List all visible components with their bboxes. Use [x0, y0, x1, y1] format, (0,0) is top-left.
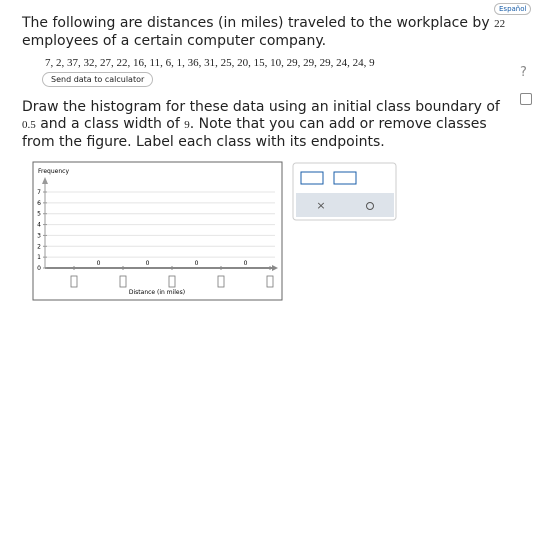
remove-class-tool[interactable]	[333, 171, 357, 185]
instruction: Draw the histogram for these data using …	[22, 99, 517, 151]
endpoint-input[interactable]	[119, 275, 127, 288]
y-tick-label: 5	[37, 211, 41, 218]
data-list: 7, 2, 37, 32, 27, 22, 16, 11, 6, 1, 36, …	[45, 57, 375, 69]
endpoint-input[interactable]	[168, 275, 176, 288]
instruction-text: and a class width of	[40, 116, 180, 132]
graph-frame	[32, 161, 283, 301]
y-tick-label: 0	[37, 265, 41, 272]
frequency-label: 0	[146, 260, 150, 267]
boundary: 0.5	[22, 119, 36, 131]
help-button[interactable]: ?	[520, 65, 527, 80]
y-tick-label: 3	[37, 232, 41, 239]
count: 22	[494, 18, 506, 30]
frequency-label: 0	[97, 260, 101, 267]
arrow	[42, 177, 48, 184]
y-axis-label: Frequency	[38, 168, 69, 175]
instruction-text: . Note that you can add or remove classe…	[22, 116, 487, 150]
add-class-tool[interactable]	[300, 171, 324, 185]
instruction-text: Draw the histogram for these data using …	[22, 99, 500, 115]
intro-text: The following are distances (in miles) t…	[22, 15, 490, 31]
y-tick-label: 7	[37, 189, 41, 196]
endpoint-input[interactable]	[266, 275, 274, 288]
toolbar-row	[296, 193, 394, 217]
endpoint-input[interactable]	[70, 275, 78, 288]
width: 9	[184, 119, 190, 131]
y-tick-label: 1	[37, 254, 41, 261]
frequency-label: 0	[244, 260, 248, 267]
calculator-icon[interactable]	[520, 93, 532, 105]
clear-button[interactable]: ×	[316, 199, 325, 212]
calculator-button[interactable]: Send data to calculator	[42, 72, 154, 87]
undo-button[interactable]	[366, 202, 374, 210]
frequency-label: 0	[195, 260, 199, 267]
intro: The following are distances (in miles) t…	[22, 15, 517, 50]
y-tick-label: 4	[37, 222, 41, 229]
y-tick-label: 2	[37, 243, 41, 250]
x-axis-label: Distance (in miles)	[129, 289, 185, 296]
arrow	[272, 265, 278, 271]
intro-text: employees of a certain computer company.	[22, 33, 327, 49]
endpoint-input[interactable]	[217, 275, 225, 288]
y-tick-label: 6	[37, 200, 41, 207]
language-link[interactable]: Español	[494, 3, 532, 15]
